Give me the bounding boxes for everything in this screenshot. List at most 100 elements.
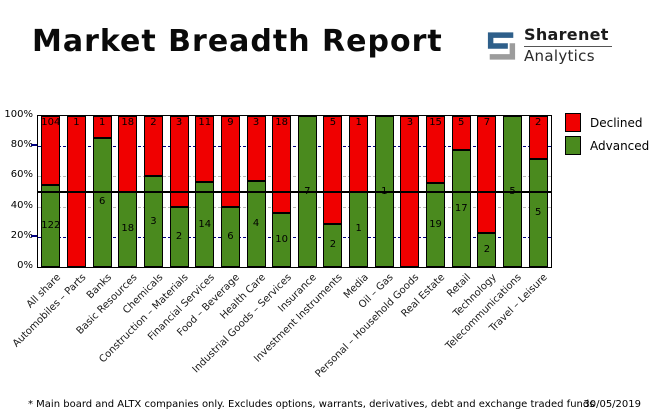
legend-item-declined: Declined: [565, 113, 649, 132]
y-tick-label-60: 60%: [10, 169, 33, 180]
declined-count: 7: [483, 117, 491, 128]
bar-16: 15 19: [426, 116, 446, 267]
gridline-60: [38, 176, 551, 178]
advanced-segment: [323, 223, 343, 267]
y-tick-mark-20: [31, 235, 37, 237]
advanced-count: 2: [483, 244, 491, 256]
declined-segment: [451, 116, 471, 151]
advanced-swatch: [565, 136, 581, 155]
logo-brand: Sharenet: [524, 25, 609, 44]
advanced-count: 10: [275, 234, 289, 246]
report-date: 30/05/2019: [583, 399, 641, 410]
plot-area: 1041221161818233211149634181075211131519…: [37, 115, 552, 268]
advanced-segment: [477, 233, 497, 267]
declined-count: 15: [429, 117, 442, 128]
declined-count: 1: [98, 117, 106, 128]
advanced-count: 17: [454, 202, 468, 214]
page-title: Market Breadth Report: [32, 24, 443, 59]
declined-count: 1: [73, 117, 80, 128]
advanced-count: 4: [252, 217, 260, 229]
sharenet-logo: Sharenet Analytics: [487, 25, 612, 65]
bar-7: 11 14: [195, 116, 215, 267]
bar-10: 18 10: [272, 116, 292, 267]
advanced-segment: [272, 213, 292, 267]
fifty-percent-line: [38, 190, 551, 193]
y-tick-label-100: 100%: [4, 109, 33, 120]
gridline-80: [38, 146, 551, 148]
y-tick-label-20: 20%: [10, 230, 33, 241]
declined-segment: [426, 116, 446, 183]
sharenet-s-icon: [487, 32, 516, 60]
advanced-count: 5: [534, 207, 542, 219]
advanced-segment: [220, 206, 240, 267]
declined-count: 2: [150, 117, 157, 128]
declined-count: 11: [198, 117, 212, 128]
declined-count: 18: [121, 117, 135, 128]
declined-count: 5: [329, 117, 337, 128]
declined-segment: [528, 116, 548, 160]
logo-sub: Analytics: [524, 46, 595, 65]
advanced-count: 19: [429, 218, 442, 230]
footnote: * Main board and ALTX companies only. Ex…: [28, 399, 595, 410]
advanced-segment: [41, 185, 61, 267]
declined-segment: [477, 116, 497, 234]
declined-legend-label: Declined: [590, 115, 643, 130]
declined-segment: [246, 116, 266, 181]
declined-count: 104: [41, 117, 61, 128]
advanced-segment: [195, 182, 215, 267]
y-tick-label-40: 40%: [10, 200, 33, 211]
advanced-count: 6: [227, 230, 234, 242]
advanced-segment: [143, 176, 163, 267]
advanced-count: 18: [121, 223, 135, 235]
declined-count: 2: [534, 117, 542, 128]
declined-count: 3: [406, 117, 414, 128]
declined-segment: [143, 116, 163, 177]
y-tick-mark-80: [31, 144, 37, 146]
declined-count: 3: [252, 117, 260, 128]
declined-segment: [195, 116, 215, 183]
advanced-segment: [451, 150, 471, 267]
declined-count: 18: [275, 117, 289, 128]
advanced-count: 6: [98, 196, 106, 208]
bar-1: 104 122: [41, 116, 60, 267]
gridline-40: [38, 206, 551, 208]
advanced-segment: [246, 180, 266, 267]
declined-segment: [323, 116, 343, 224]
legend-item-advanced: Advanced: [565, 136, 649, 155]
advanced-count: 3: [150, 215, 157, 227]
declined-count: 1: [355, 117, 362, 128]
declined-count: 5: [458, 117, 465, 128]
advanced-count: 2: [175, 230, 183, 242]
y-tick-label-80: 80%: [10, 139, 33, 150]
chart-legend: Declined Advanced: [565, 113, 649, 159]
advanced-segment: [528, 159, 548, 267]
declined-segment: [41, 116, 61, 186]
advanced-segment: [92, 137, 112, 267]
bar-4: 18 18: [118, 116, 138, 267]
declined-count: 3: [175, 117, 183, 128]
advanced-segment: [169, 206, 189, 267]
advanced-count: 2: [329, 239, 337, 251]
declined-segment: [92, 116, 112, 138]
advanced-count: 14: [198, 218, 212, 230]
advanced-count: 1: [355, 223, 362, 235]
declined-segment: [220, 116, 240, 207]
declined-swatch: [565, 113, 581, 132]
declined-segment: [169, 116, 189, 207]
bar-17: 5 17: [451, 116, 471, 267]
y-tick-label-0: 0%: [17, 260, 33, 271]
declined-count: 9: [227, 117, 234, 128]
logo-text: Sharenet Analytics: [524, 25, 612, 65]
gridline-20: [38, 236, 551, 238]
logo-divider: [524, 45, 612, 47]
advanced-count: 122: [41, 220, 61, 232]
advanced-legend-label: Advanced: [590, 138, 650, 153]
